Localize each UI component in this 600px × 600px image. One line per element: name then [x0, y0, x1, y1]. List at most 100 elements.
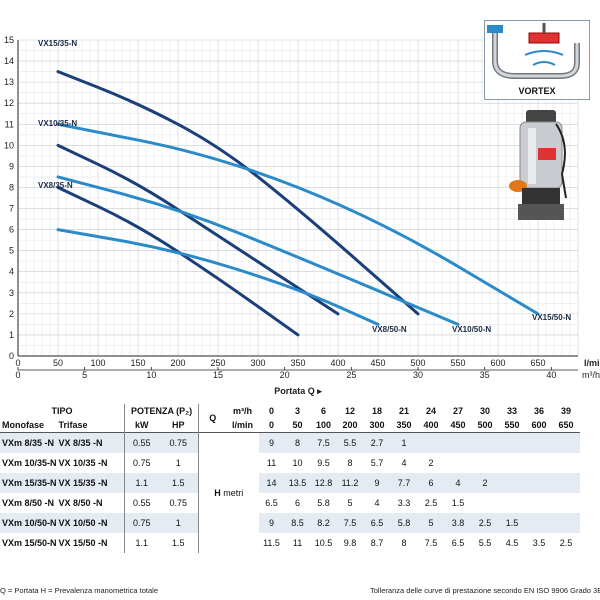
cell-kw: 1.1 [124, 533, 159, 553]
cell-h-value [498, 432, 526, 453]
vortex-diagram-box: VORTEX [484, 20, 590, 100]
cell-kw: 0.75 [124, 513, 159, 533]
cell-h-value: 11.2 [336, 473, 364, 493]
cell-h-value [525, 493, 553, 513]
cell-trifase: VX 8/50 -N [56, 493, 125, 513]
x-secondary-tick-label: 10 [146, 370, 156, 380]
cell-h-value [552, 493, 580, 513]
cell-h-value: 8 [284, 432, 311, 453]
q-m3h-value: 21 [399, 406, 410, 416]
cell-h-value [552, 473, 580, 493]
q-lmin-value: 100 [316, 420, 332, 430]
cell-h-value: 9.5 [310, 453, 337, 473]
table-row: VXm 10/35-N VX 10/35 -N 0.75 1 11 10 9.5 8 5.7 4 2 [0, 453, 580, 473]
unit-m3h: m³/h [233, 406, 253, 416]
cell-h-value: 7.5 [310, 432, 337, 453]
cell-h-value: 6.5 [258, 493, 285, 513]
cell-h-value: 13.5 [284, 473, 311, 493]
cell-h-value [444, 453, 472, 473]
cell-h-value: 2.5 [417, 493, 445, 513]
cell-h-value: 1.5 [444, 493, 472, 513]
cell-h-value: 6.5 [444, 533, 472, 553]
q-m3h-value: 39 [561, 406, 572, 416]
x-tick-label: 400 [330, 358, 345, 368]
cell-h-value [471, 453, 499, 473]
y-tick-label: 12 [4, 98, 14, 108]
col-hp: HP [172, 420, 185, 430]
x-tick-label: 600 [490, 358, 505, 368]
x-secondary-tick-label: 20 [280, 370, 290, 380]
cell-trifase: VX 10/35 -N [56, 453, 125, 473]
x-secondary-tick-label: 30 [413, 370, 423, 380]
cell-h-value: 2.7 [363, 432, 391, 453]
col-kw: kW [124, 418, 159, 433]
cell-trifase: VX 15/35 -N [56, 473, 125, 493]
q-lmin-value: 50 [292, 420, 303, 430]
x-secondary-tick-label: 5 [82, 370, 87, 380]
q-lmin-value: 350 [396, 420, 412, 430]
cell-monofase: VXm 10/35-N [0, 453, 57, 473]
cell-h-value: 7.5 [336, 513, 364, 533]
y-tick-label: 0 [9, 351, 14, 361]
q-m3h-value: 27 [453, 406, 464, 416]
cell-h-value: 3.8 [444, 513, 472, 533]
col-potenza: POTENZA (P₂) [124, 404, 199, 418]
cell-h-value [417, 432, 445, 453]
cell-h-value: 9.8 [336, 533, 364, 553]
y-tick-label: 2 [9, 309, 14, 319]
q-lmin-value: 450 [450, 420, 466, 430]
cell-trifase: VX 8/35 -N [56, 432, 125, 453]
cell-monofase: VXm 8/35 -N [0, 432, 57, 453]
cell-h-value [525, 513, 553, 533]
q-lmin-value: 200 [342, 420, 358, 430]
y-tick-label: 4 [9, 267, 14, 277]
x-secondary-tick-label: 25 [346, 370, 356, 380]
cell-h-value: 8 [336, 453, 364, 473]
unit-lmin: l/min [232, 420, 254, 430]
x-tick-label: 100 [90, 358, 105, 368]
cell-h-value: 5 [417, 513, 445, 533]
cell-h-value [471, 493, 499, 513]
pump-image [509, 110, 567, 220]
q-m3h-value: 12 [345, 406, 356, 416]
cell-h-value: 5.8 [310, 493, 337, 513]
table-row: VXm 8/50 -N VX 8/50 -N 0.55 0.75 6.5 6 5.8 5 4 3.… [0, 493, 580, 513]
table-row: VXm 8/35 -N VX 8/35 -N 0.55 0.75 H metri 9 8 7.… [0, 432, 580, 553]
cell-h-value: 6 [417, 473, 445, 493]
cell-kw: 1.1 [124, 473, 159, 493]
cell-kw: 0.55 [124, 493, 159, 513]
cell-h-label: H metri [198, 432, 259, 553]
q-lmin-value: 300 [369, 420, 385, 430]
cell-h-value: 6 [284, 493, 311, 513]
y-tick-label: 8 [9, 182, 14, 192]
q-m3h-value: 6 [321, 406, 327, 416]
cell-h-value: 12.8 [310, 473, 337, 493]
q-lmin-value: 600 [531, 420, 547, 430]
q-lmin-value: 650 [558, 420, 574, 430]
y-tick-label: 10 [4, 140, 14, 150]
x-tick-label: 350 [290, 358, 305, 368]
col-tipo: TIPO [51, 406, 73, 416]
cell-h-value: 9 [258, 513, 285, 533]
cell-h-value: 8.5 [284, 513, 311, 533]
cell-h-value: 6.5 [363, 513, 391, 533]
cell-h-value: 5.8 [390, 513, 418, 533]
curve-label-vx10-50-n: VX10/50-N [452, 325, 491, 334]
q-lmin-value: 550 [504, 420, 520, 430]
cell-h-value: 11 [284, 533, 311, 553]
y-tick-label: 3 [9, 288, 14, 298]
cell-h-value [498, 473, 526, 493]
q-m3h-value: 30 [480, 406, 491, 416]
x-tick-label: 250 [210, 358, 225, 368]
y-tick-label: 11 [5, 119, 14, 129]
cell-h-value: 9 [363, 473, 391, 493]
cell-h-value: 7.5 [417, 533, 445, 553]
x-tick-label: 450 [370, 358, 385, 368]
y-tick-label: 5 [9, 246, 14, 256]
cell-h-value: 5 [336, 493, 364, 513]
h-unit: metri [223, 488, 244, 498]
curve-label-vx8-50-n: VX8/50-N [372, 325, 407, 334]
col-trifase: Trifase [58, 420, 88, 430]
